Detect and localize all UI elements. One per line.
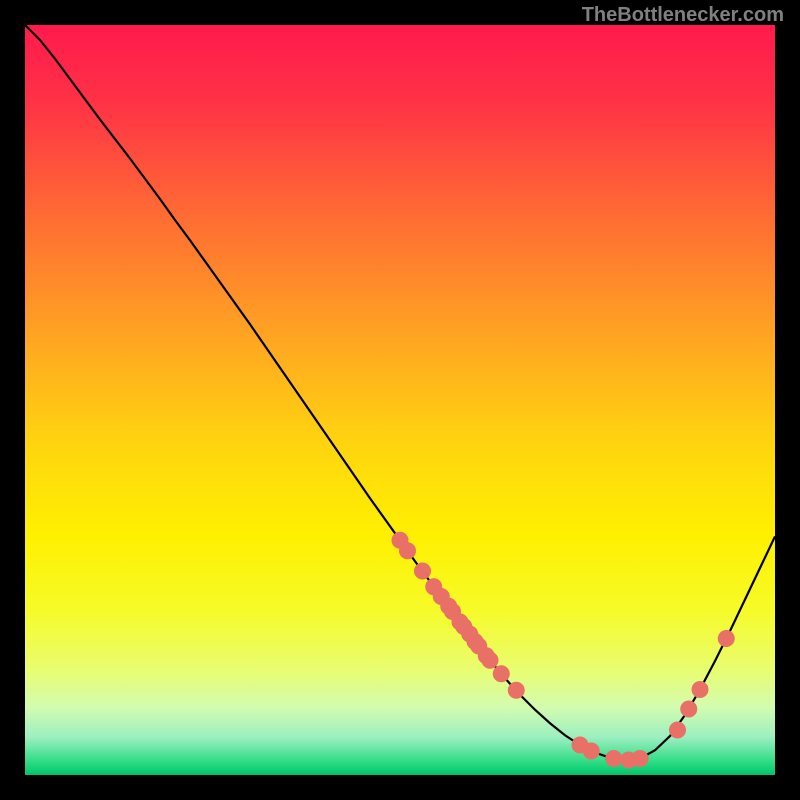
bottleneck-curve-chart [0,0,800,800]
data-marker [606,751,622,767]
chart-container: TheBottlenecker.com [0,0,800,800]
data-marker [670,722,686,738]
data-marker [482,652,498,668]
data-marker [400,543,416,559]
data-marker [718,631,734,647]
data-marker [508,682,524,698]
watermark-text: TheBottlenecker.com [582,4,784,27]
data-marker [632,751,648,767]
data-marker [583,743,599,759]
data-marker [692,682,708,698]
data-marker [493,666,509,682]
chart-background [25,25,775,775]
data-marker [415,563,431,579]
data-marker [681,701,697,717]
